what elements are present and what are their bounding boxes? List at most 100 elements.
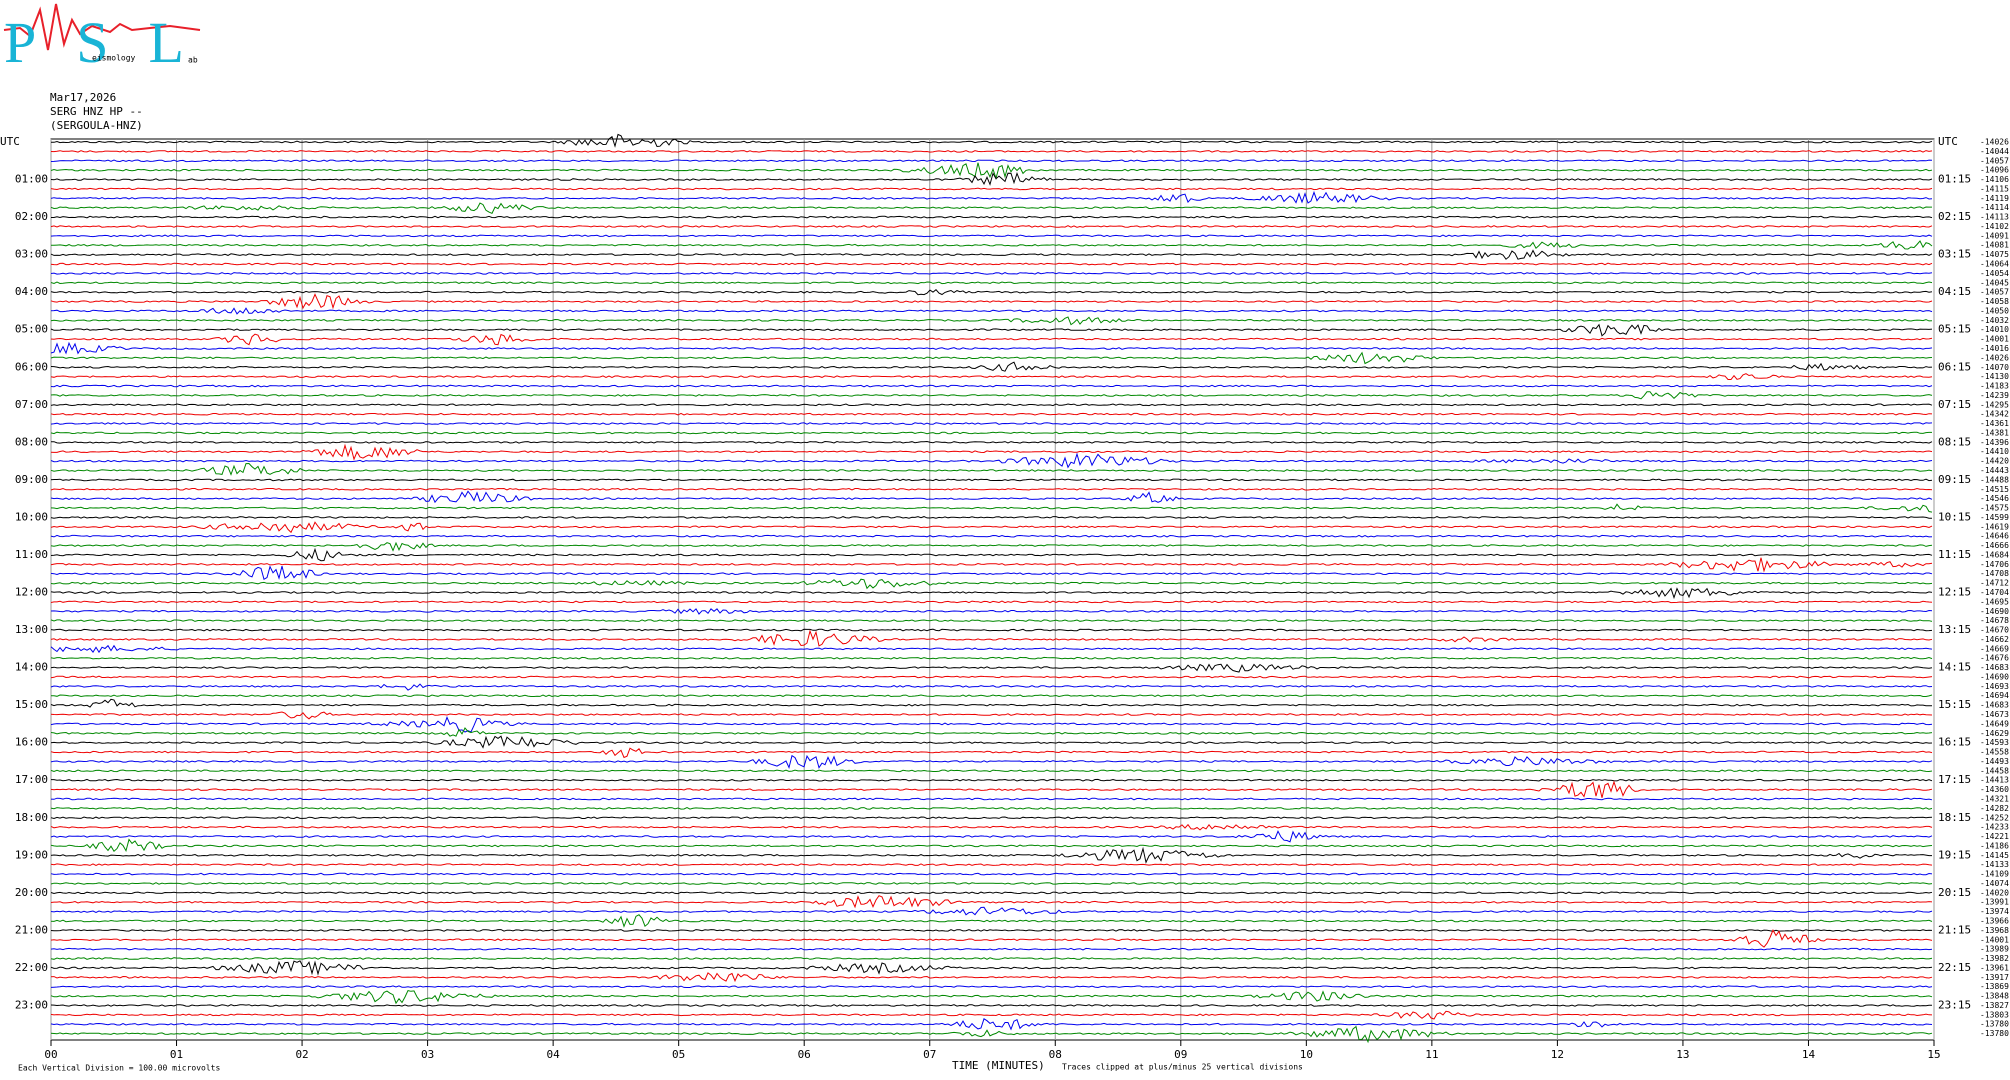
hour-label-right: 08:15 [1938, 435, 1971, 448]
date: Mar17,2026 [50, 91, 116, 104]
hour-label-right: 11:15 [1938, 548, 1971, 561]
trace [50, 281, 1933, 285]
trace [50, 316, 1933, 326]
trace [50, 307, 1933, 315]
trace-offset: -14670 [1980, 626, 2009, 635]
trace-offset: -14413 [1980, 776, 2009, 785]
trace [50, 431, 1932, 435]
trace-offset: -14683 [1980, 701, 2009, 710]
trace-offset: -14575 [1980, 504, 2009, 513]
trace [50, 172, 1933, 186]
x-tick-label: 04 [547, 1048, 561, 1061]
trace-offset: -14546 [1980, 494, 2009, 503]
trace [50, 929, 1933, 948]
trace [50, 289, 1933, 296]
trace-offset: -13827 [1980, 1001, 2009, 1010]
trace-offset: -14708 [1980, 569, 2009, 578]
x-tick-label: 11 [1425, 1048, 1438, 1061]
trace [50, 391, 1933, 400]
trace [51, 778, 1933, 782]
trace [50, 906, 1933, 916]
trace-offset: -14001 [1980, 335, 2009, 344]
trace-offset: -13966 [1980, 916, 2009, 925]
hour-label-left: 15:00 [15, 698, 48, 711]
trace-offset: -13961 [1980, 963, 2009, 972]
hour-label-right: 06:15 [1938, 360, 1971, 373]
trace-offset: -14133 [1980, 860, 2009, 869]
hour-label-left: 02:00 [15, 210, 48, 223]
logo-title: PSL [4, 10, 224, 75]
logo-subtitle: eismology [92, 54, 136, 63]
trace [50, 694, 1933, 698]
trace [50, 990, 1933, 1005]
trace [50, 747, 1933, 759]
grid [50, 138, 1935, 1046]
hour-label-right: 19:15 [1938, 848, 1971, 861]
trace [50, 797, 1933, 801]
trace-offset: -14695 [1980, 597, 2009, 606]
trace-offset: -14662 [1980, 635, 2009, 644]
trace-offset: -13982 [1980, 954, 2009, 963]
trace-offset: -14050 [1980, 306, 2009, 315]
trace [50, 895, 1933, 909]
trace-offset: -14683 [1980, 663, 2009, 672]
trace [50, 361, 1933, 372]
trace-offset: -14057 [1980, 156, 2009, 165]
x-axis-title: TIME (MINUTES) [952, 1059, 1045, 1072]
trace [50, 872, 1933, 876]
trace-offset: -14515 [1980, 485, 2009, 494]
trace [50, 830, 1933, 843]
trace-offset: -14673 [1980, 710, 2009, 719]
trace-offset: -14233 [1980, 823, 2009, 832]
hour-label-left: 11:00 [15, 548, 48, 561]
trace [50, 716, 1933, 733]
trace [50, 547, 1933, 562]
trace [50, 557, 1933, 573]
trace [50, 727, 1933, 737]
trace [50, 882, 1933, 885]
trace-offset: -14361 [1980, 419, 2009, 428]
hour-label-left: 21:00 [15, 923, 48, 936]
trace-offset: -14032 [1980, 316, 2009, 325]
trace [50, 698, 1933, 708]
trace [50, 225, 1933, 228]
trace-offset: -14712 [1980, 579, 2009, 588]
trace-offset: -14075 [1980, 250, 2009, 259]
trace [50, 780, 1933, 798]
trace-offset: -14493 [1980, 757, 2009, 766]
labels: 00 01 02 03 04 05 06 07 08 09 10 11 12 13 14 15 UTC 01:00… [0, 135, 2009, 1061]
trace-offset: -13803 [1980, 1010, 2009, 1019]
trace [50, 656, 1933, 660]
hour-label-left: 13:00 [15, 623, 48, 636]
trace-offset: -14593 [1980, 738, 2009, 747]
hour-label-right: 02:15 [1938, 210, 1971, 223]
trace [50, 1025, 1933, 1044]
hour-label-right: 14:15 [1938, 661, 1971, 674]
trace-offset: -14342 [1980, 410, 2009, 419]
trace [50, 675, 1933, 679]
x-tick-label: 02 [295, 1048, 308, 1061]
hour-label-right: 10:15 [1938, 510, 1971, 523]
hour-label-right: 05:15 [1938, 323, 1971, 336]
trace [50, 162, 1933, 181]
trace [50, 1018, 1933, 1031]
trace [50, 629, 1933, 647]
trace [50, 440, 1933, 444]
trace [50, 272, 1933, 275]
trace-offset: -14114 [1980, 203, 2009, 212]
hour-label-right: 07:15 [1938, 398, 1971, 411]
hour-label-left: 19:00 [15, 848, 48, 861]
trace [50, 644, 1933, 654]
trace [50, 516, 1932, 519]
trace [50, 293, 1933, 310]
x-tick-label: 05 [672, 1048, 685, 1061]
hour-label-left: 09:00 [15, 473, 48, 486]
trace-offset: -14145 [1980, 851, 2009, 860]
trace-offset: -14064 [1980, 260, 2009, 269]
trace-offset: -14690 [1980, 607, 2009, 616]
trace-offset: -13991 [1980, 898, 2009, 907]
trace-offset: -14221 [1980, 832, 2009, 841]
hour-label-right: 01:15 [1938, 173, 1971, 186]
trace-offset: -13780 [1980, 1020, 2009, 1029]
trace [50, 769, 1933, 773]
